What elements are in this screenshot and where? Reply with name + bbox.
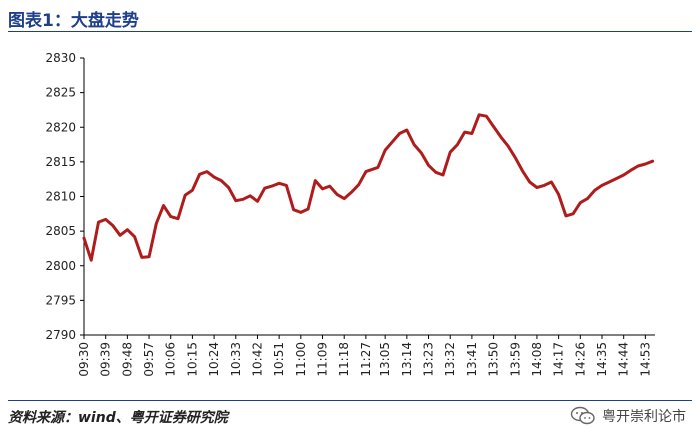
x-tick-label: 13:41: [465, 342, 479, 377]
y-axis: 2790 2795 2800 2805 2810 2815 2820 2825 2830: [45, 51, 85, 342]
x-tick-label: 11:27: [359, 342, 373, 377]
x-tick-label: 13:23: [422, 342, 436, 377]
x-tick-label: 14:26: [573, 342, 587, 377]
x-tick-label: 14:17: [552, 342, 566, 377]
y-tick-label: 2790: [45, 328, 76, 342]
x-tick-label: 14:35: [595, 342, 609, 377]
y-tick-label: 2800: [45, 259, 76, 273]
y-tick-label: 2825: [45, 86, 76, 100]
y-tick-label: 2815: [45, 155, 76, 169]
x-tick-label: 11:00: [294, 342, 308, 377]
x-tick-label: 14:53: [638, 342, 652, 377]
source-note: 资料来源：wind、粤开证券研究院: [8, 410, 228, 426]
footer-divider: [8, 400, 692, 401]
x-axis: 09:30 09:39 09:48 09:57 10:06 10:15 10:24 10:33…: [77, 334, 655, 377]
x-tick-label: 11:18: [337, 342, 351, 377]
x-tick-label: 10:06: [164, 342, 178, 377]
x-tick-label: 14:44: [617, 342, 631, 377]
x-tick-label: 09:39: [99, 342, 113, 377]
line-chart: 2790 2795 2800 2805 2810 2815 2820 2825 2830 09:…: [45, 51, 655, 377]
y-tick-label: 2795: [45, 293, 76, 307]
plot-area: [82, 113, 655, 262]
watermark-text: 粤开崇利论市: [602, 409, 686, 425]
y-tick-label: 2810: [45, 190, 76, 204]
x-tick-label: 13:50: [487, 342, 501, 377]
x-tick-label: 09:30: [77, 342, 91, 377]
x-tick-label: 10:51: [272, 342, 286, 377]
x-tick-label: 11:09: [316, 342, 330, 377]
x-tick-label: 09:48: [120, 342, 134, 377]
x-tick-label: 13:05: [378, 342, 392, 377]
x-tick-label: 13:59: [508, 342, 522, 377]
x-tick-label: 14:08: [530, 342, 544, 377]
x-tick-label: 10:33: [229, 342, 243, 377]
watermark: 粤开崇利论市: [570, 406, 686, 426]
index-price-line: [82, 113, 655, 262]
title-divider: [8, 31, 692, 32]
x-tick-label: 09:57: [142, 342, 156, 377]
chart-title: 图表1：大盘走势: [8, 11, 139, 31]
x-tick-label: 10:15: [185, 342, 199, 377]
x-tick-label: 13:32: [443, 342, 457, 377]
x-tick-label: 10:42: [250, 342, 264, 377]
x-tick-label: 10:24: [207, 342, 221, 377]
y-tick-label: 2805: [45, 224, 76, 238]
x-tick-label: 13:14: [400, 342, 414, 377]
wechat-icon: [570, 406, 595, 425]
y-tick-label: 2820: [45, 120, 76, 134]
y-tick-label: 2830: [45, 51, 76, 65]
